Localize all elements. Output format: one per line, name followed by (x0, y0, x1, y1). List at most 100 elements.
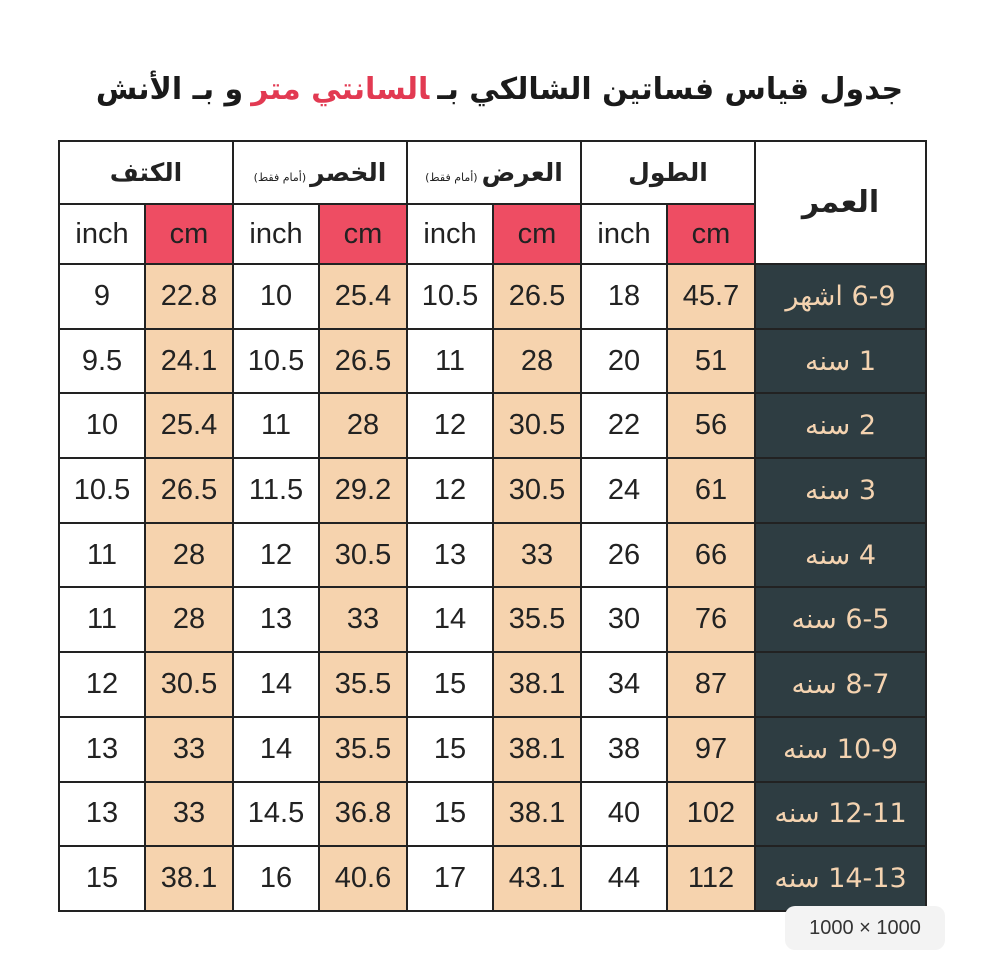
group-header: الخصر(أمام فقط) (232, 140, 408, 205)
unit-inch: inch (232, 203, 320, 265)
inch-cell: 11.5 (232, 457, 320, 524)
cm-cell: 56 (666, 392, 756, 460)
inch-cell: 14 (232, 715, 320, 783)
cm-cell: 28 (144, 521, 234, 589)
inch-cell: 13 (232, 586, 320, 654)
inch-cell: 18 (580, 263, 668, 330)
data-row: 14-13 سنه 112 44 43.1 17 40.6 16 38.1 15 (58, 845, 927, 912)
inch-cell: 11 (232, 392, 320, 460)
cm-cell: 35.5 (492, 586, 582, 654)
age-cell: 4 سنه (754, 521, 927, 589)
size-table: العمر الطول العرض(أمام فقط) الخصر(أمام فقط)… (58, 140, 927, 912)
inch-cell: 10.5 (406, 263, 494, 330)
age-header: العمر (754, 140, 927, 265)
inch-cell: 13 (406, 521, 494, 589)
cm-cell: 29.2 (318, 457, 408, 524)
cm-cell: 38.1 (144, 845, 234, 912)
unit-inch: inch (58, 203, 146, 265)
data-row: 3 سنه 61 24 30.5 12 29.2 11.5 26.5 10.5 (58, 457, 927, 524)
cm-cell: 26.5 (318, 327, 408, 395)
group-header: العرض(أمام فقط) (406, 140, 582, 205)
cm-cell: 112 (666, 845, 756, 912)
cm-cell: 61 (666, 457, 756, 524)
unit-cm: cm (666, 203, 756, 265)
cm-cell: 26.5 (144, 457, 234, 524)
cm-cell: 43.1 (492, 845, 582, 912)
inch-cell: 40 (580, 780, 668, 848)
age-cell: 14-13 سنه (754, 845, 927, 912)
image-size-badge: 1000 × 1000 (785, 906, 945, 950)
cm-cell: 25.4 (144, 392, 234, 460)
group-note: (أمام فقط) (253, 171, 307, 184)
inch-cell: 26 (580, 521, 668, 589)
inch-cell: 14 (406, 586, 494, 654)
cm-cell: 33 (318, 586, 408, 654)
data-row: 1 سنه 51 20 28 11 26.5 10.5 24.1 9.5 (58, 327, 927, 395)
group-header: الطول (580, 140, 756, 205)
age-cell: 2 سنه (754, 392, 927, 460)
unit-row: cm inch cm inch cm inch cm inch (58, 203, 926, 265)
header-row: العمر الطول العرض(أمام فقط) الخصر(أمام فقط)… (58, 140, 927, 265)
group-name: الخصر (310, 158, 387, 187)
age-cell: 1 سنه (754, 327, 927, 395)
data-row: 6-5 سنه 76 30 35.5 14 33 13 28 11 (58, 586, 927, 654)
inch-cell: 11 (58, 521, 146, 589)
cm-cell: 33 (492, 521, 582, 589)
unit-inch: inch (580, 203, 668, 265)
inch-cell: 15 (406, 651, 494, 718)
data-row: 4 سنه 66 26 33 13 30.5 12 28 11 (58, 521, 927, 589)
cm-cell: 33 (144, 715, 234, 783)
inch-cell: 12 (406, 392, 494, 460)
cm-cell: 35.5 (318, 715, 408, 783)
inch-cell: 9 (58, 263, 146, 330)
inch-cell: 16 (232, 845, 320, 912)
inch-cell: 30 (580, 586, 668, 654)
data-row: 6-9 اشهر 45.7 18 26.5 10.5 25.4 10 22.8 9 (58, 263, 927, 330)
age-cell: 12-11 سنه (754, 780, 927, 848)
cm-cell: 66 (666, 521, 756, 589)
inch-cell: 13 (58, 715, 146, 783)
group-name: الكتف (109, 158, 183, 187)
inch-cell: 10 (232, 263, 320, 330)
inch-cell: 10.5 (232, 327, 320, 395)
unit-cm: cm (144, 203, 234, 265)
age-cell: 3 سنه (754, 457, 927, 524)
group-name: الطول (628, 158, 708, 187)
inch-cell: 38 (580, 715, 668, 783)
inch-cell: 34 (580, 651, 668, 718)
inch-cell: 10.5 (58, 457, 146, 524)
cm-cell: 30.5 (492, 392, 582, 460)
cm-cell: 38.1 (492, 651, 582, 718)
data-row: 12-11 سنه 102 40 38.1 15 36.8 14.5 33 13 (58, 780, 927, 848)
cm-cell: 40.6 (318, 845, 408, 912)
unit-inch: inch (406, 203, 494, 265)
group-note: (أمام فقط) (425, 171, 478, 184)
data-row: 8-7 سنه 87 34 38.1 15 35.5 14 30.5 12 (58, 651, 927, 718)
cm-cell: 28 (144, 586, 234, 654)
inch-cell: 9.5 (58, 327, 146, 395)
group-header: الكتف (58, 140, 234, 205)
inch-cell: 20 (580, 327, 668, 395)
cm-cell: 36.8 (318, 780, 408, 848)
cm-cell: 30.5 (318, 521, 408, 589)
inch-cell: 44 (580, 845, 668, 912)
cm-cell: 33 (144, 780, 234, 848)
cm-cell: 22.8 (144, 263, 234, 330)
cm-cell: 25.4 (318, 263, 408, 330)
inch-cell: 14.5 (232, 780, 320, 848)
cm-cell: 35.5 (318, 651, 408, 718)
data-row: 10-9 سنه 97 38 38.1 15 35.5 14 33 13 (58, 715, 927, 783)
cm-cell: 102 (666, 780, 756, 848)
age-cell: 8-7 سنه (754, 651, 927, 718)
inch-cell: 15 (406, 715, 494, 783)
age-cell: 6-9 اشهر (754, 263, 927, 330)
cm-cell: 97 (666, 715, 756, 783)
title-text: جدول قياس فساتين الشالكي بـ (437, 72, 904, 107)
cm-cell: 51 (666, 327, 756, 395)
inch-cell: 12 (58, 651, 146, 718)
cm-cell: 87 (666, 651, 756, 718)
cm-cell: 28 (492, 327, 582, 395)
data-row: 2 سنه 56 22 30.5 12 28 11 25.4 10 (58, 392, 927, 460)
inch-cell: 10 (58, 392, 146, 460)
